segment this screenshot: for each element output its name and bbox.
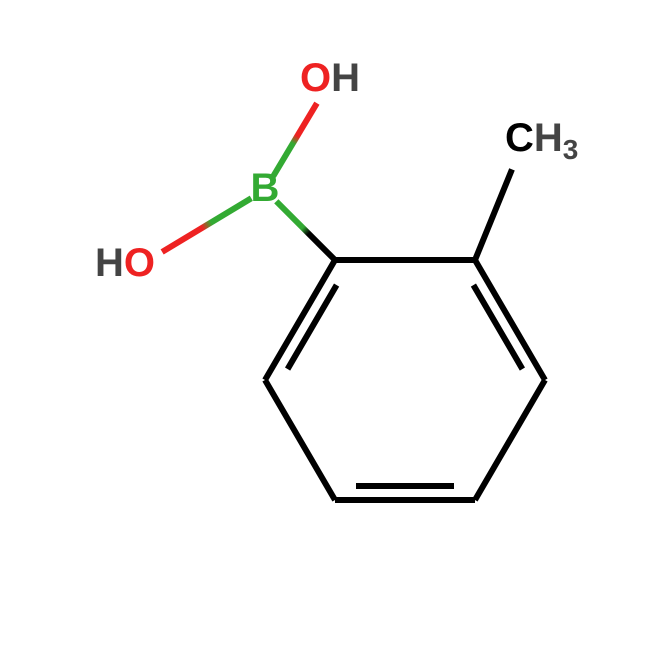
bond (273, 103, 317, 176)
atom-label-ho_left: HO (95, 241, 155, 285)
atom-label-oh_top: OH (300, 56, 360, 100)
bond (475, 260, 545, 380)
bond (265, 380, 335, 500)
molecule-diagram: OH HO B CH3 (0, 0, 650, 650)
bond (475, 169, 512, 260)
bond (475, 380, 545, 500)
atom-label-ch3: CH3 (505, 116, 578, 166)
bond (276, 201, 335, 260)
bond (265, 260, 335, 380)
bond (162, 198, 251, 252)
atom-label-b: B (251, 166, 280, 210)
